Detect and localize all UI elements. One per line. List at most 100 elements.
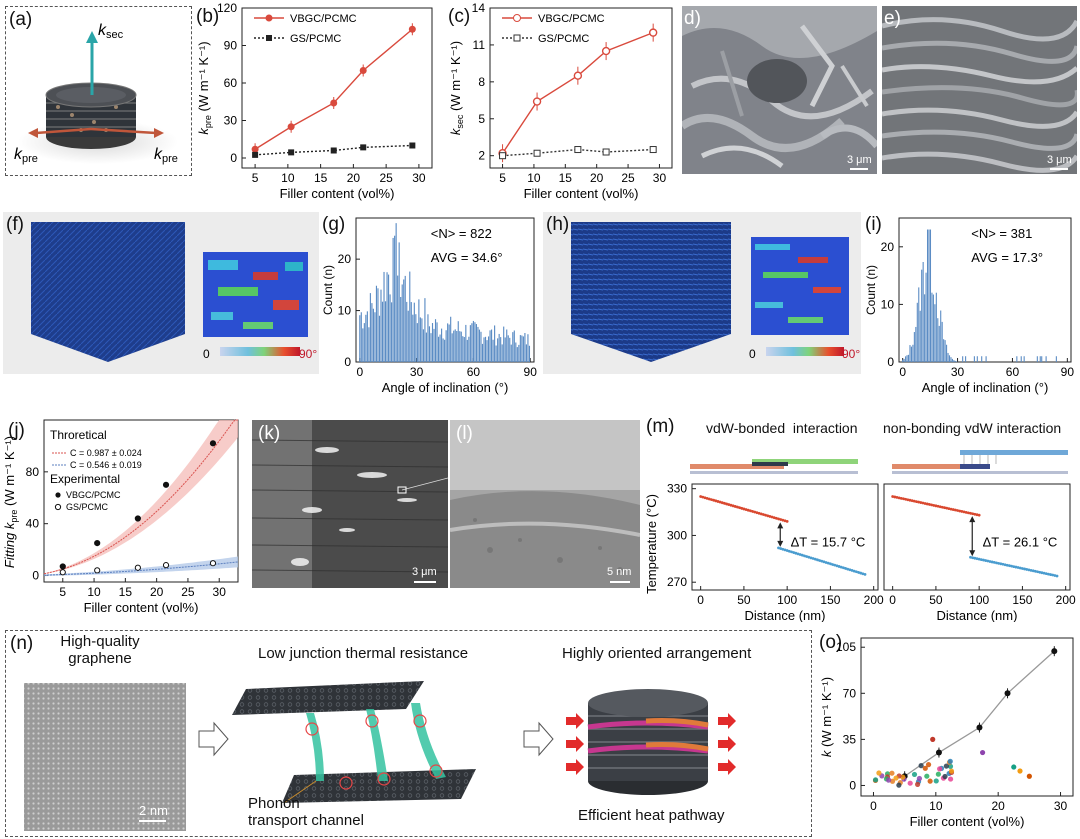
temperature-point-hot — [932, 503, 936, 507]
data-point — [59, 569, 66, 576]
histogram-bar — [372, 308, 374, 362]
legend-label: GS/PCMC — [538, 33, 589, 45]
y-tick-label: 5 — [478, 112, 485, 126]
histogram-bar — [444, 339, 446, 362]
temperature-point-hot — [705, 496, 709, 500]
x-tick-label: 0 — [870, 799, 877, 813]
temperature-point-cold — [787, 549, 791, 553]
data-point — [94, 540, 101, 547]
x-tick-label: 10 — [281, 171, 295, 185]
histogram-bar — [487, 336, 490, 362]
histogram-bar — [921, 269, 923, 362]
x-tick-label: 150 — [1012, 593, 1032, 607]
temperature-point-hot — [751, 510, 754, 513]
y-tick-label: 30 — [224, 114, 238, 128]
data-point — [209, 560, 217, 567]
temperature-point-hot — [733, 505, 737, 508]
histogram-bar — [948, 355, 951, 362]
x-tick-label: 0 — [889, 593, 896, 607]
y-axis-label: Temperature (°C) — [644, 494, 659, 594]
temperature-point-cold — [831, 563, 834, 566]
plot-frame — [241, 7, 433, 169]
histogram-bar — [906, 355, 908, 362]
temperature-point-hot — [951, 508, 955, 511]
histogram-bar — [1023, 356, 1025, 362]
histogram-bar — [922, 262, 924, 362]
arrow-2 — [523, 721, 554, 757]
histogram-bar — [905, 356, 907, 362]
histogram-bar — [932, 294, 934, 362]
temperature-point-hot — [904, 497, 908, 501]
temperature-point-hot — [947, 507, 951, 511]
temperature-point-cold — [800, 553, 804, 557]
series-line-0 — [254, 28, 413, 150]
y-axis-label: kpre (W m⁻¹ K⁻¹) — [196, 41, 213, 134]
histogram-bar — [436, 322, 438, 362]
temperature-point-hot — [897, 496, 901, 500]
literature-point — [948, 768, 955, 774]
data-point — [287, 123, 295, 131]
data-point — [134, 564, 141, 571]
legend-label: VBGC/PCMC — [290, 13, 357, 25]
temperature-point-cold — [1036, 570, 1039, 574]
n-caption-2a: Phonon — [248, 795, 300, 812]
n-caption-2b: transport channel — [248, 812, 364, 829]
histogram-bar — [360, 312, 362, 362]
histogram-bar — [973, 356, 975, 362]
scale-bar-e: 3 μm — [1047, 154, 1072, 166]
panel-k-label: (k) — [258, 423, 281, 444]
histogram-bar — [450, 316, 452, 362]
temperature-point-cold — [988, 560, 992, 563]
temperature-point-hot — [940, 505, 944, 509]
data-point — [533, 149, 541, 157]
temperature-point-cold — [844, 567, 847, 570]
temperature-point-hot — [757, 511, 761, 515]
histogram-bar — [439, 334, 441, 362]
n-title-1b: graphene — [68, 650, 132, 667]
histogram-bar — [366, 311, 368, 362]
scale-bar-d: 3 μm — [847, 154, 872, 166]
x-tick-label: 150 — [820, 593, 840, 607]
x-tick-label: 0 — [697, 593, 704, 607]
histogram-bar — [433, 328, 435, 362]
temperature-point-hot — [949, 507, 953, 511]
temperature-point-cold — [794, 551, 798, 555]
legend-exp-1: VBGC/PCMC — [66, 490, 121, 500]
chart-g: 0 30 60 90 0 10 20 Angle of inclination (°) Coun… — [321, 217, 537, 395]
histogram-bar — [441, 328, 443, 362]
x-tick-label: 50 — [737, 593, 751, 607]
temperature-point-cold — [777, 546, 780, 550]
histogram-bar — [506, 329, 508, 362]
literature-point — [886, 777, 892, 783]
temperature-point-cold — [1005, 563, 1009, 567]
chart-j: 5 10 15 20 25 30 0 40 80 Filler content (vol%) Fit… — [2, 419, 239, 615]
chart-i: 0 30 60 90 0 10 20 Angle of inclination (°) Coun… — [864, 217, 1074, 395]
histogram-bar — [397, 275, 399, 362]
histogram-bar — [400, 296, 402, 362]
temperature-point-hot — [971, 512, 975, 516]
temperature-point-cold — [846, 567, 850, 571]
temperature-point-hot — [703, 496, 707, 500]
temperature-point-hot — [912, 499, 916, 503]
histogram-bar — [934, 304, 936, 362]
histogram-bar — [501, 344, 503, 362]
temperature-point-hot — [725, 502, 729, 506]
x-tick-label: 5 — [499, 171, 506, 185]
temperature-point-hot — [729, 503, 733, 507]
temperature-point-hot — [781, 518, 785, 522]
temperature-point-cold — [820, 559, 824, 563]
temperature-point-hot — [891, 495, 895, 498]
histogram-bar — [938, 325, 940, 362]
temperature-point-cold — [781, 547, 785, 551]
histogram-bar — [965, 356, 967, 362]
y-tick-label: 8 — [478, 75, 485, 89]
temperature-point-cold — [971, 556, 975, 560]
temperature-point-cold — [1046, 572, 1050, 576]
x-axis-label: Filler content (vol%) — [84, 600, 199, 615]
temperature-point-hot — [958, 509, 962, 513]
histogram-bar — [1045, 356, 1047, 362]
temperature-point-hot — [759, 512, 763, 516]
temperature-point-cold — [1014, 565, 1018, 569]
literature-point — [942, 773, 948, 780]
histogram-bar — [377, 288, 379, 362]
